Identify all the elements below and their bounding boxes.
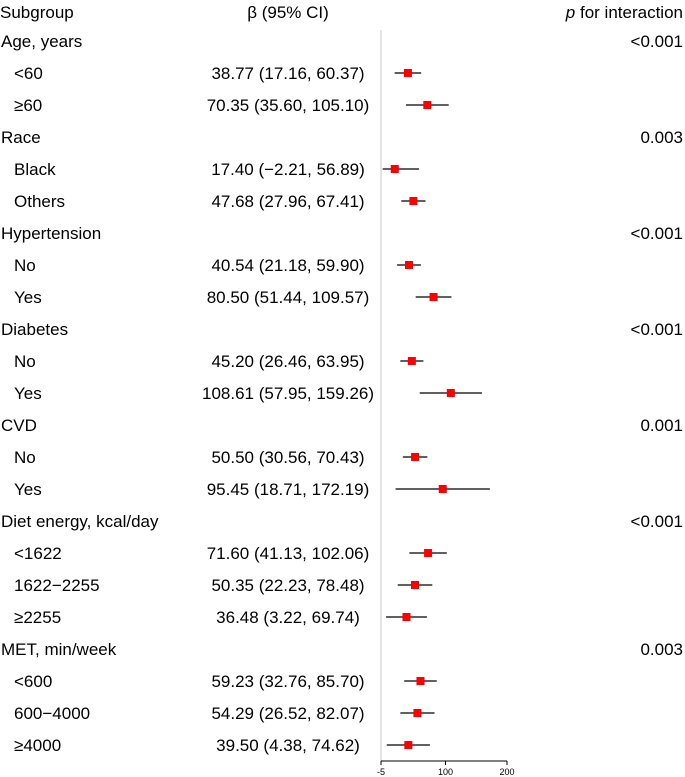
estimate-header: β (95% CI): [247, 3, 329, 22]
point-estimate-marker: [409, 197, 418, 205]
subgroup-header: Subgroup: [0, 3, 74, 22]
point-estimate-marker: [411, 453, 420, 461]
row-label: Black: [14, 160, 56, 179]
p-italic: p: [565, 3, 575, 22]
point-estimate-marker: [438, 485, 447, 493]
p-interaction-value: 0.001: [640, 416, 683, 435]
estimate-ci-text: 80.50 (51.44, 109.57): [207, 288, 370, 307]
estimate-ci-text: 39.50 (4.38, 74.62): [216, 736, 360, 755]
estimate-ci-text: 17.40 (−2.21, 56.89): [211, 160, 365, 179]
group-label: MET, min/week: [1, 640, 117, 659]
group-label: Age, years: [1, 32, 82, 51]
x-tick-label: 200: [499, 767, 514, 777]
row-label: No: [14, 352, 36, 371]
row-label: <600: [14, 672, 52, 691]
estimate-ci-text: 36.48 (3.22, 69.74): [216, 608, 360, 627]
row-label: No: [14, 256, 36, 275]
point-estimate-marker: [404, 741, 413, 749]
point-estimate-marker: [446, 389, 455, 397]
estimate-ci-text: 40.54 (21.18, 59.90): [211, 256, 364, 275]
row-label: No: [14, 448, 36, 467]
group-label: Diabetes: [1, 320, 68, 339]
row-label: Yes: [14, 288, 42, 307]
p-interaction-header: p for interaction: [565, 3, 683, 22]
group-label: Hypertension: [1, 224, 101, 243]
x-tick-label: 100: [438, 767, 453, 777]
row-label: <1622: [14, 544, 62, 563]
point-estimate-marker: [416, 677, 425, 685]
estimate-ci-text: 70.35 (35.60, 105.10): [207, 96, 370, 115]
row-label: ≥4000: [14, 736, 61, 755]
estimate-ci-text: 71.60 (41.13, 102.06): [207, 544, 370, 563]
row-label: ≥60: [14, 96, 42, 115]
point-estimate-marker: [407, 357, 416, 365]
x-tick-label: -5: [377, 767, 385, 777]
row-label: ≥2255: [14, 608, 61, 627]
estimate-ci-text: 47.68 (27.96, 67.41): [211, 192, 364, 211]
point-estimate-marker: [423, 101, 432, 109]
estimate-ci-text: 59.23 (32.76, 85.70): [211, 672, 364, 691]
p-interaction-value: <0.001: [631, 512, 683, 531]
point-estimate-marker: [411, 581, 420, 589]
estimate-ci-text: 50.35 (22.23, 78.48): [211, 576, 364, 595]
point-estimate-marker: [413, 709, 422, 717]
row-label: Yes: [14, 384, 42, 403]
p-interaction-value: <0.001: [631, 32, 683, 51]
point-estimate-marker: [404, 261, 413, 269]
estimate-ci-text: 108.61 (57.95, 159.26): [202, 384, 374, 403]
row-label: 1622−2255: [14, 576, 100, 595]
estimate-ci-text: 38.77 (17.16, 60.37): [211, 64, 364, 83]
row-label: 600−4000: [14, 704, 90, 723]
group-label: Race: [1, 128, 41, 147]
plot-area: Age, years <0.001 <60 38.77 (17.16, 60.37) ≥…: [1, 30, 683, 777]
p-interaction-value: 0.003: [640, 128, 683, 147]
p-interaction-value: 0.003: [640, 640, 683, 659]
point-estimate-marker: [390, 165, 399, 173]
p-interaction-value: <0.001: [631, 320, 683, 339]
estimate-ci-text: 45.20 (26.46, 63.95): [211, 352, 364, 371]
group-label: CVD: [1, 416, 37, 435]
row-label: Others: [14, 192, 65, 211]
estimate-ci-text: 95.45 (18.71, 172.19): [207, 480, 370, 499]
p-interaction-value: <0.001: [631, 224, 683, 243]
point-estimate-marker: [403, 69, 412, 77]
row-label: <60: [14, 64, 43, 83]
group-label: Diet energy, kcal/day: [1, 512, 159, 531]
point-estimate-marker: [424, 549, 433, 557]
point-estimate-marker: [402, 613, 411, 621]
point-estimate-marker: [429, 293, 438, 301]
estimate-ci-text: 50.50 (30.56, 70.43): [211, 448, 364, 467]
row-label: Yes: [14, 480, 42, 499]
estimate-ci-text: 54.29 (26.52, 82.07): [211, 704, 364, 723]
p-interaction-rest: for interaction: [575, 3, 683, 22]
